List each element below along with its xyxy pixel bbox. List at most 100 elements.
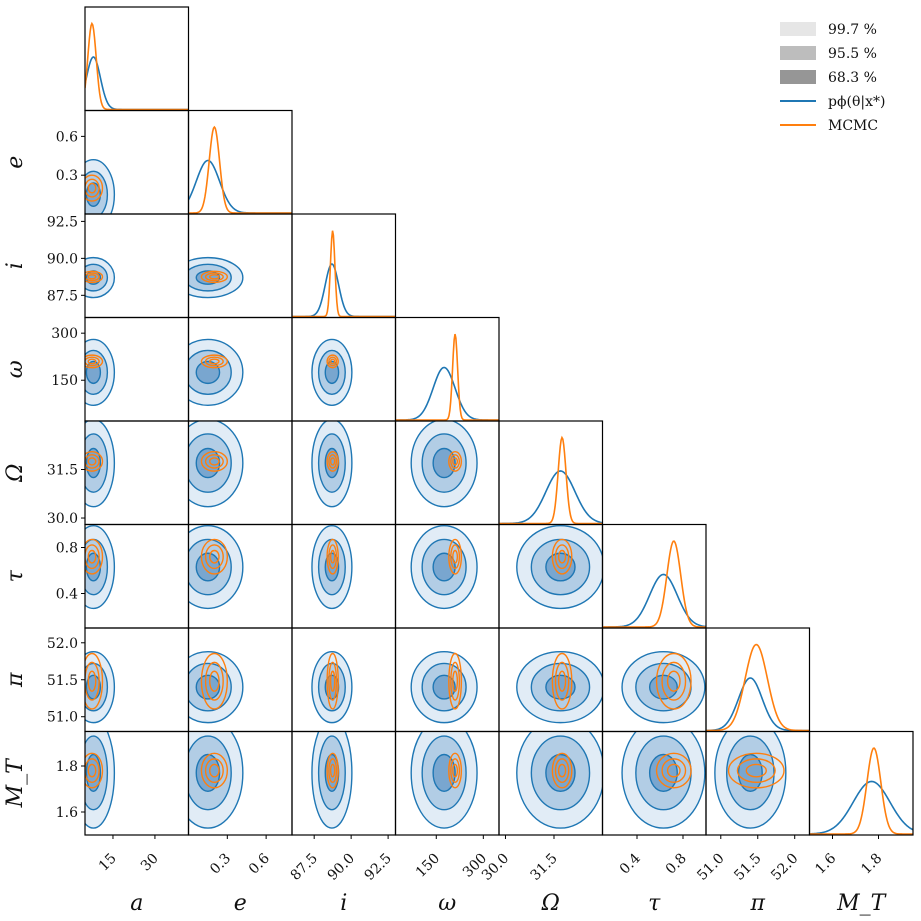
- panel-τ-vs-Ω: [516, 524, 603, 610]
- legend-label-4: MCMC: [828, 118, 878, 134]
- y-tick-label: 0.4: [56, 587, 78, 603]
- panel-M_T-vs-M_T: [809, 747, 913, 835]
- panel-M_T-vs-i: [311, 731, 353, 829]
- posterior-contour-3: [432, 552, 456, 582]
- mcmc-contour-3: [452, 670, 459, 692]
- mcmc-contour-3: [87, 358, 97, 365]
- panel-ω-vs-i: [311, 338, 353, 407]
- mcmc-contour-1: [655, 652, 692, 710]
- y-tick-label: 51.5: [47, 673, 78, 689]
- mcmc-contour-2: [328, 661, 338, 701]
- mcmc-contour-1: [326, 538, 339, 575]
- mcmc-contour-1: [326, 652, 339, 710]
- mcmc-contour-2: [328, 544, 338, 570]
- legend-swatch-1: [780, 46, 816, 60]
- y-tick-label: 52.0: [47, 636, 78, 652]
- legend-label-2: 68.3 %: [828, 70, 877, 86]
- mcmc-contour-2: [85, 454, 100, 469]
- mcmc-contour-3: [452, 549, 459, 564]
- x-tick-label: 51.5: [731, 851, 764, 884]
- mcmc-contour-3: [329, 457, 336, 466]
- mcmc-contour-3: [87, 763, 97, 778]
- x-tick-label: 51.0: [694, 851, 727, 884]
- mcmc-contour-3: [209, 358, 220, 365]
- x-tick-label: 1.6: [812, 850, 839, 877]
- mcmc-contour-2: [736, 758, 776, 784]
- mcmc-contour-2: [204, 356, 224, 367]
- mcmc-contour-3: [329, 763, 336, 778]
- mcmc-contour-3: [452, 763, 459, 778]
- panel-Ω-vs-e: [188, 421, 244, 508]
- panel-M_T-vs-τ: [621, 731, 706, 829]
- mcmc-contour-3: [329, 549, 336, 564]
- marginal-mcmc-M_T: [809, 747, 913, 835]
- posterior-contour-3: [195, 552, 221, 582]
- y-axis-label-i: i: [3, 262, 28, 269]
- mcmc-contour-1: [655, 752, 692, 789]
- mcmc-contour-3: [557, 763, 567, 778]
- x-tick-label: 30: [138, 851, 162, 875]
- panel-Ω-vs-a: [85, 421, 116, 508]
- mcmc-contour-1: [326, 354, 339, 369]
- mcmc-contour-3: [209, 549, 220, 564]
- mcmc-contour-3: [87, 274, 97, 280]
- mcmc-contour-1: [85, 270, 104, 284]
- mcmc-contour-2: [450, 758, 461, 784]
- x-tick-label: 90.0: [325, 851, 358, 884]
- panel-Ω-vs-ω: [410, 421, 478, 508]
- y-tick-label: 1.8: [56, 759, 78, 775]
- mcmc-contour-2: [661, 758, 687, 784]
- mcmc-contour-2: [661, 661, 687, 701]
- mcmc-contour-3: [209, 274, 220, 280]
- x-axis-label-M_T: M_T: [836, 891, 888, 916]
- y-tick-label: 300: [51, 326, 78, 342]
- y-tick-label: 0.6: [56, 129, 78, 145]
- x-axis-label-ω: ω: [438, 891, 456, 916]
- x-tick-label: 52.0: [768, 851, 801, 884]
- panel-e-vs-e: [188, 125, 292, 214]
- marginal-posterior-e: [188, 159, 292, 214]
- mcmc-contour-2: [450, 454, 461, 469]
- mcmc-contour-1: [727, 752, 785, 789]
- x-axis-label-a: a: [130, 891, 143, 916]
- mcmc-contour-3: [452, 457, 459, 466]
- x-axis-label-π: π: [750, 891, 766, 916]
- mcmc-contour-2: [204, 758, 224, 784]
- mcmc-contour-1: [448, 752, 463, 789]
- mcmc-contour-1: [551, 652, 573, 710]
- mcmc-contour-2: [204, 661, 224, 701]
- mcmc-contour-3: [666, 763, 681, 778]
- posterior-contour-3: [648, 753, 678, 792]
- legend-swatch-0: [780, 22, 816, 36]
- mcmc-contour-1: [551, 752, 573, 789]
- marginal-mcmc-π: [706, 643, 810, 732]
- x-tick-label: 30.0: [479, 851, 512, 884]
- marginal-posterior-i: [292, 263, 396, 318]
- y-tick-label: 51.0: [47, 710, 78, 726]
- mcmc-contour-1: [448, 538, 463, 575]
- mcmc-contour-2: [554, 544, 570, 570]
- panel-M_T-vs-e: [188, 731, 244, 829]
- mcmc-contour-1: [200, 652, 229, 710]
- mcmc-contour-3: [557, 549, 567, 564]
- panel-π-vs-e: [188, 650, 244, 724]
- marginal-mcmc-τ: [602, 540, 706, 628]
- marginal-mcmc-Ω: [499, 435, 603, 525]
- marginal-posterior-π: [706, 677, 810, 732]
- x-tick-label: 92.5: [362, 851, 395, 884]
- x-tick-label: 0.4: [617, 850, 644, 877]
- marginal-posterior-Ω: [499, 470, 603, 525]
- mcmc-contour-1: [448, 652, 463, 710]
- panel-M_T-vs-a: [85, 731, 116, 829]
- mcmc-contour-3: [87, 549, 97, 564]
- marginal-posterior-M_T: [809, 780, 913, 835]
- panel-π-vs-Ω: [516, 650, 603, 724]
- y-axis-label-Ω: Ω: [3, 464, 28, 483]
- panel-e-vs-a: [85, 158, 116, 214]
- mcmc-contour-3: [329, 358, 336, 365]
- mcmc-contour-3: [87, 457, 97, 466]
- panel-τ-vs-a: [85, 524, 116, 610]
- mcmc-contour-1: [85, 174, 104, 202]
- legend-swatch-2: [780, 70, 816, 84]
- mcmc-contour-2: [85, 178, 100, 198]
